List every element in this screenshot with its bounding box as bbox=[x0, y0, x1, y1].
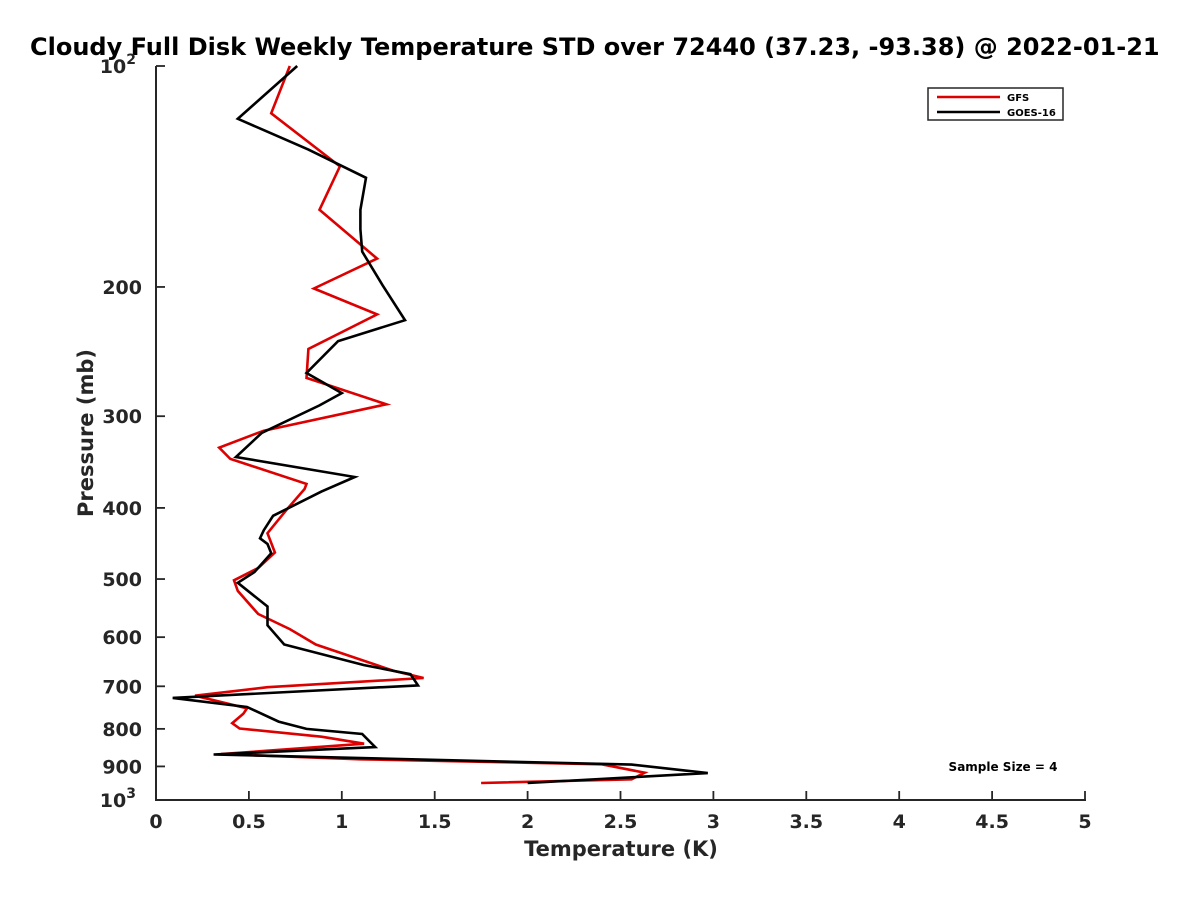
series-layer bbox=[172, 65, 708, 785]
y-tick-base: 900 bbox=[102, 756, 142, 778]
y-tick-base: 10 bbox=[100, 56, 126, 78]
x-tick-label: 5 bbox=[1078, 811, 1091, 833]
y-tick-label: 800 bbox=[102, 719, 142, 741]
x-tick-label: 0.5 bbox=[232, 811, 266, 833]
x-axis-label: Temperature (K) bbox=[524, 837, 718, 861]
y-tick-label: 900 bbox=[102, 756, 142, 778]
legend-label-gfs: GFS bbox=[1007, 93, 1029, 104]
x-tick-label: 3 bbox=[707, 811, 720, 833]
legend-box bbox=[927, 87, 1064, 121]
x-tick-label: 1.5 bbox=[418, 811, 452, 833]
y-tick-label: 102 bbox=[100, 52, 136, 78]
y-tick-label: 500 bbox=[102, 569, 142, 591]
y-tick-base: 800 bbox=[102, 719, 142, 741]
y-tick-base: 400 bbox=[102, 498, 142, 520]
y-tick-base: 10 bbox=[100, 790, 126, 812]
x-tick-label: 2.5 bbox=[604, 811, 638, 833]
y-tick-base: 600 bbox=[102, 627, 142, 649]
y-tick-base: 200 bbox=[102, 277, 142, 299]
axes bbox=[155, 66, 1086, 801]
y-tick-label: 300 bbox=[102, 406, 142, 428]
y-tick-label: 600 bbox=[102, 627, 142, 649]
x-tick-label: 2 bbox=[521, 811, 534, 833]
x-tick-label: 3.5 bbox=[789, 811, 823, 833]
y-tick-exponent: 2 bbox=[126, 52, 136, 68]
legend: GFS GOES-16 bbox=[927, 87, 1064, 121]
series-line-gfs bbox=[194, 65, 649, 785]
x-tick-label: 0 bbox=[149, 811, 162, 833]
y-tick-label: 400 bbox=[102, 498, 142, 520]
sample-size-annotation: Sample Size = 4 bbox=[949, 760, 1058, 774]
y-axis-label: Pressure (mb) bbox=[74, 349, 98, 517]
x-ticks: 0 0.5 1 1.5 2 2.5 3 3.5 4 4.5 5 bbox=[149, 791, 1092, 833]
chart-title: Cloudy Full Disk Weekly Temperature STD … bbox=[30, 33, 1160, 61]
series-line-goes-16 bbox=[172, 65, 708, 785]
y-tick-label: 200 bbox=[102, 277, 142, 299]
legend-label-goes-16: GOES-16 bbox=[1007, 108, 1056, 119]
y-tick-base: 500 bbox=[102, 569, 142, 591]
y-tick-base: 300 bbox=[102, 406, 142, 428]
y-tick-base: 700 bbox=[102, 676, 142, 698]
y-tick-exponent: 3 bbox=[126, 786, 136, 802]
y-tick-label: 700 bbox=[102, 676, 142, 698]
x-tick-label: 4.5 bbox=[975, 811, 1009, 833]
y-tick-label: 103 bbox=[100, 786, 136, 812]
x-tick-label: 4 bbox=[893, 811, 906, 833]
x-tick-label: 1 bbox=[335, 811, 348, 833]
